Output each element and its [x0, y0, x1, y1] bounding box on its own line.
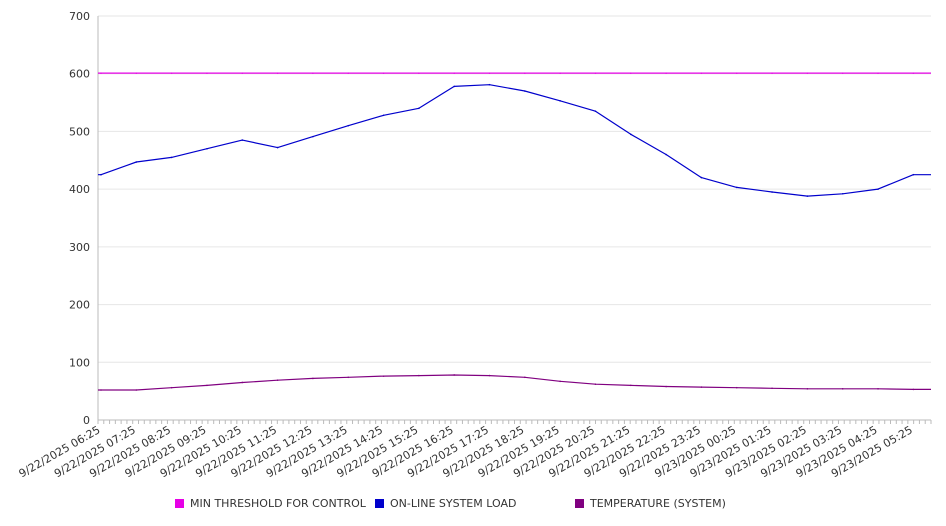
data-point [735, 72, 738, 74]
legend-swatch-load [375, 499, 384, 508]
legend-label-load: ON-LINE SYSTEM LOAD [390, 497, 517, 510]
data-point [735, 186, 738, 189]
data-point [877, 388, 879, 390]
y-tick-label: 500 [69, 125, 90, 138]
data-point [276, 72, 279, 74]
data-point [524, 90, 526, 92]
data-point [135, 72, 138, 74]
legend-label-threshold: MIN THRESHOLD FOR CONTROL [190, 497, 366, 510]
y-axis-ticks: 0 100 200 300 400 500 600 700 [69, 10, 90, 427]
data-point [488, 72, 491, 74]
data-point [418, 107, 420, 110]
chart-legend: MIN THRESHOLD FOR CONTROL ON-LINE SYSTEM… [0, 497, 946, 515]
series-line-2 [98, 374, 931, 391]
data-point [100, 389, 102, 391]
data-point [771, 72, 773, 74]
data-point [806, 388, 809, 390]
data-point [453, 72, 455, 74]
axes [97, 16, 931, 421]
data-point [806, 72, 809, 74]
y-tick-label: 600 [69, 68, 90, 81]
data-point [877, 188, 879, 190]
y-tick-label: 0 [83, 414, 90, 427]
data-point [524, 72, 526, 74]
data-point [206, 72, 208, 74]
data-point [312, 72, 314, 74]
data-point [241, 139, 244, 141]
data-point [312, 377, 314, 380]
data-point [524, 376, 526, 379]
data-point [100, 72, 102, 74]
y-tick-label: 200 [69, 299, 90, 312]
data-point [771, 387, 773, 390]
y-tick-label: 100 [69, 356, 90, 369]
data-point [665, 385, 667, 388]
data-point [629, 133, 632, 136]
data-point [382, 114, 385, 117]
data-point [453, 374, 455, 376]
data-point [594, 72, 597, 74]
data-point [347, 124, 350, 127]
data-point [700, 176, 703, 179]
data-point [170, 156, 173, 159]
data-point [806, 195, 809, 197]
data-point [488, 374, 491, 377]
data-point [594, 110, 597, 113]
data-point [382, 72, 385, 74]
legend-item-load[interactable]: ON-LINE SYSTEM LOAD [375, 497, 516, 510]
legend-item-threshold[interactable]: MIN THRESHOLD FOR CONTROL [175, 497, 366, 510]
data-point [488, 83, 491, 86]
legend-label-temperature: TEMPERATURE (SYSTEM) [590, 497, 726, 510]
data-point [629, 384, 632, 387]
data-point [100, 173, 102, 176]
data-point [241, 381, 244, 384]
y-tick-label: 400 [69, 183, 90, 196]
data-point [559, 380, 561, 383]
data-point [841, 388, 844, 390]
data-point [559, 100, 561, 102]
data-point [912, 388, 915, 391]
data-point [312, 135, 314, 138]
data-point [771, 191, 773, 193]
data-point [241, 72, 244, 74]
data-point [135, 161, 138, 163]
data-point [735, 386, 738, 389]
data-point [841, 72, 844, 74]
legend-swatch-threshold [175, 499, 184, 508]
data-point [418, 72, 420, 74]
y-tick-label: 700 [69, 10, 90, 23]
data-point [382, 375, 385, 377]
data-point [276, 146, 279, 149]
data-point [453, 85, 455, 88]
data-point [276, 379, 279, 381]
data-point [700, 386, 703, 388]
grid-lines [98, 15, 931, 421]
y-tick-label: 300 [69, 241, 90, 254]
data-point [347, 376, 350, 379]
series-lines [98, 72, 931, 391]
data-point [665, 72, 667, 74]
data-point [559, 72, 561, 74]
data-point [206, 147, 208, 150]
x-axis-ticks: 9/22/2025 06:259/22/2025 07:259/22/2025 … [17, 420, 932, 480]
data-point [418, 374, 420, 377]
data-point [135, 389, 138, 391]
data-point [877, 72, 879, 74]
legend-item-temperature[interactable]: TEMPERATURE (SYSTEM) [575, 497, 726, 510]
data-point [170, 72, 173, 74]
data-point [594, 383, 597, 386]
data-point [700, 72, 703, 74]
data-point [912, 72, 915, 74]
data-point [912, 173, 915, 176]
data-point [347, 72, 350, 74]
data-point [629, 72, 632, 74]
data-point [170, 386, 173, 389]
legend-swatch-temperature [575, 499, 584, 508]
data-point [206, 384, 208, 387]
data-point [665, 153, 667, 156]
data-point [841, 192, 844, 195]
series-line-1 [98, 84, 931, 197]
